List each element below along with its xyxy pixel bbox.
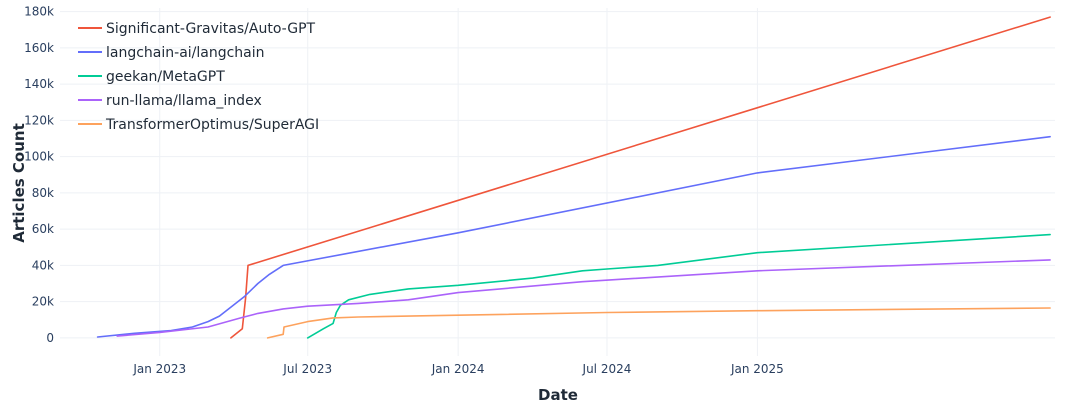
- series-line-1[interactable]: [96, 135, 1051, 338]
- series-line-2[interactable]: [306, 233, 1051, 339]
- x-tick-label: Jul 2023: [282, 362, 332, 376]
- x-tick-label: Jan 2024: [431, 362, 485, 376]
- y-tick-label: 20k: [32, 295, 54, 309]
- y-tick-label: 60k: [32, 222, 54, 236]
- series-line-3[interactable]: [116, 259, 1051, 337]
- y-axis-ticks: 0 20k 40k 60k 80k 100k 120k 140k 160k 180k: [24, 5, 54, 345]
- y-tick-label: 40k: [32, 258, 54, 272]
- series-lines: [96, 16, 1051, 339]
- x-tick-label: Jul 2024: [582, 362, 632, 376]
- x-tick-label: Jan 2025: [730, 362, 784, 376]
- legend-label[interactable]: langchain-ai/langchain: [106, 45, 265, 61]
- series-line-0[interactable]: [230, 16, 1051, 339]
- x-axis-title: Date: [538, 386, 578, 404]
- y-tick-label: 100k: [24, 150, 54, 164]
- legend[interactable]: Significant-Gravitas/Auto-GPT langchain-a…: [78, 21, 319, 133]
- x-axis-ticks: Jan 2023 Jul 2023 Jan 2024 Jul 2024 Jan 2025: [132, 362, 784, 376]
- y-axis-title: Articles Count: [10, 123, 28, 243]
- legend-label[interactable]: TransformerOptimus/SuperAGI: [105, 117, 319, 133]
- y-tick-label: 160k: [24, 41, 54, 55]
- y-tick-label: 140k: [24, 77, 54, 91]
- x-tick-label: Jan 2023: [132, 362, 186, 376]
- legend-label[interactable]: Significant-Gravitas/Auto-GPT: [106, 21, 316, 37]
- y-tick-label: 0: [46, 331, 54, 345]
- legend-label[interactable]: geekan/MetaGPT: [106, 69, 225, 85]
- y-tick-label: 180k: [24, 5, 54, 19]
- legend-label[interactable]: run-llama/llama_index: [106, 93, 262, 109]
- series-line-4[interactable]: [266, 307, 1051, 339]
- y-tick-label: 80k: [32, 186, 54, 200]
- y-tick-label: 120k: [24, 113, 54, 127]
- grid: [60, 8, 1055, 356]
